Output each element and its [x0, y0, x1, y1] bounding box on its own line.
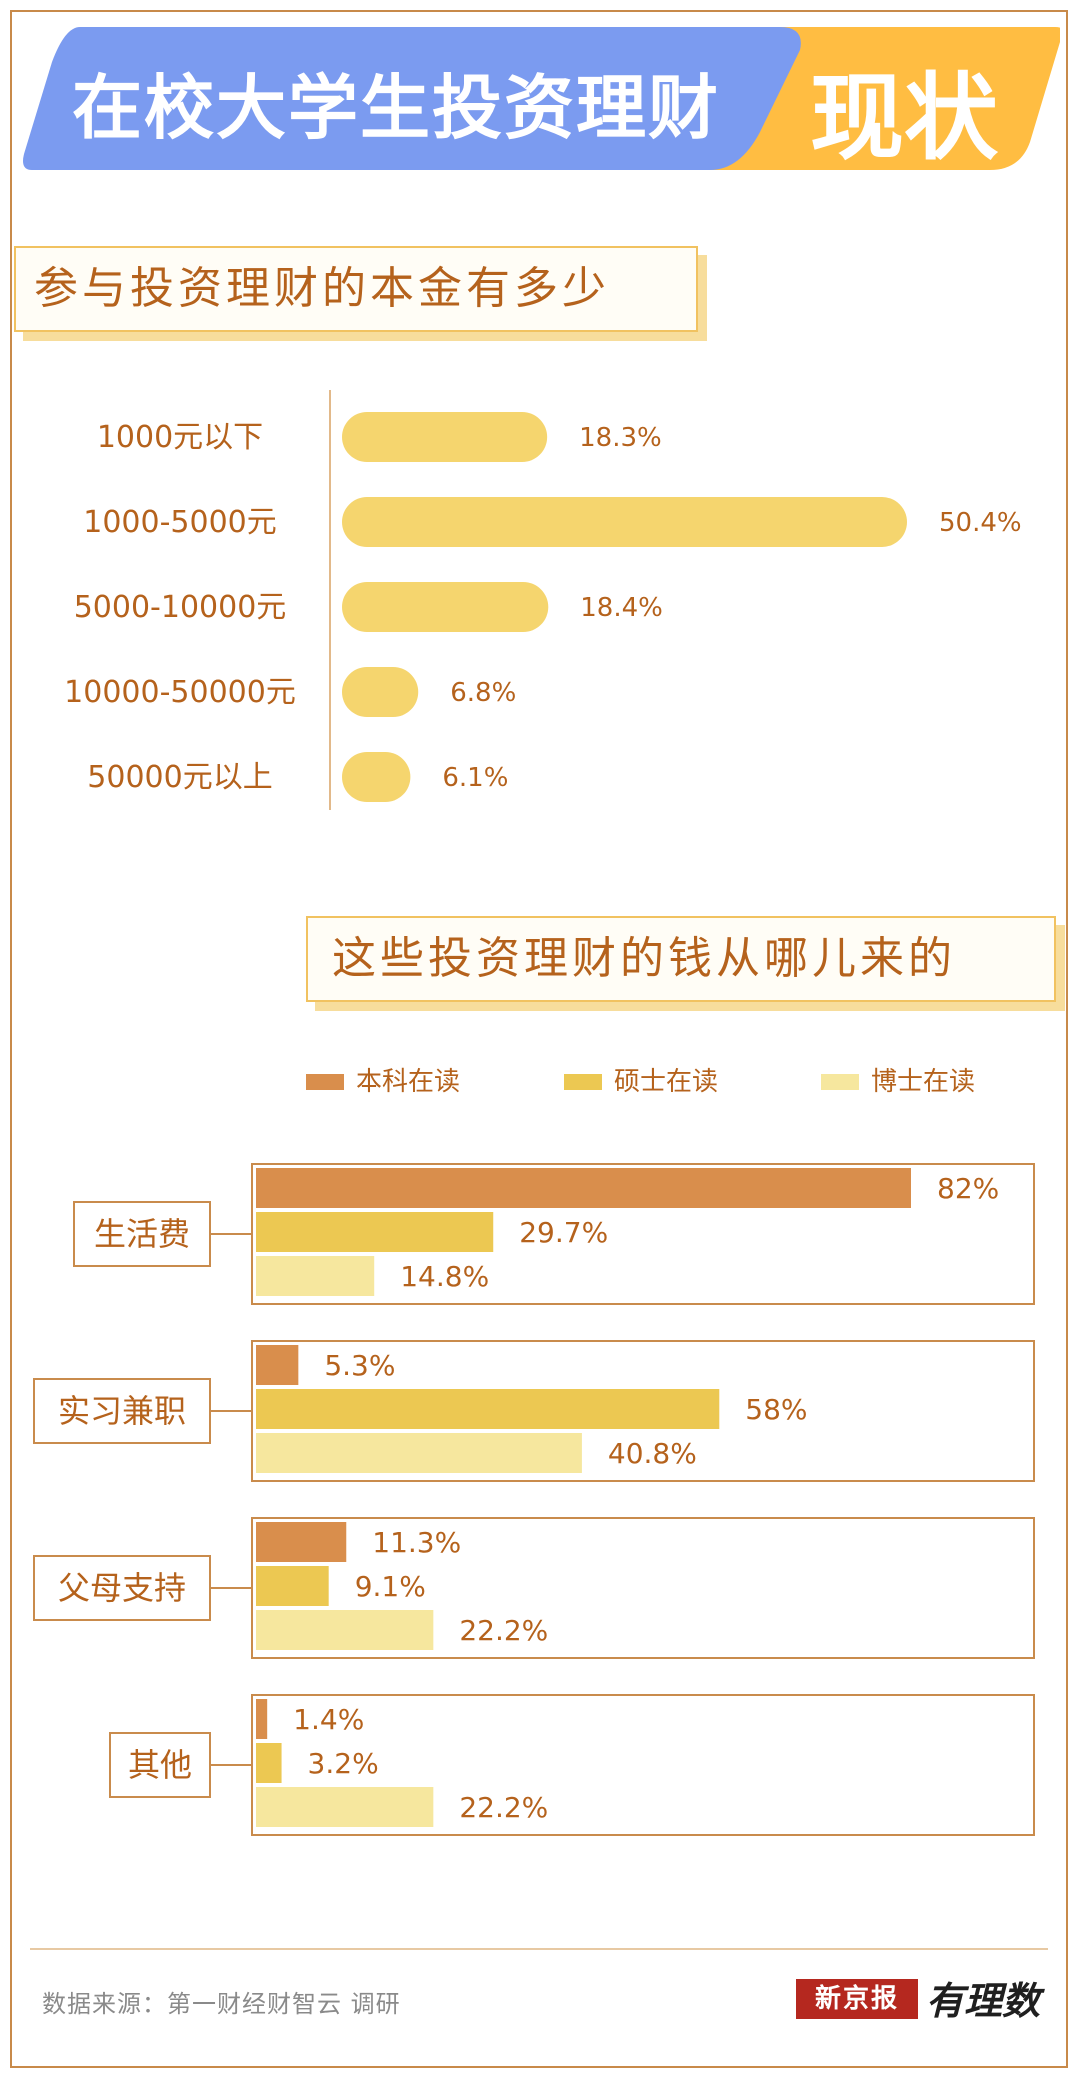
bar — [256, 1787, 434, 1827]
bar — [342, 497, 907, 547]
value-label: 9.1% — [355, 1570, 426, 1603]
legend-swatch — [821, 1074, 859, 1090]
legend-label: 博士在读 — [871, 1067, 975, 1097]
value-label: 50.4% — [939, 508, 1022, 538]
page-title: 在校大学生投资理财 — [72, 67, 720, 149]
brand-logo: 有理数 — [926, 1978, 1041, 2023]
value-label: 6.1% — [442, 763, 508, 793]
value-label: 18.4% — [580, 593, 663, 623]
principal-bar-chart: 1000元以下 18.3% 1000-5000元 50.4% 5000-10000元 18… — [64, 390, 1022, 810]
legend-label: 本科在读 — [356, 1067, 460, 1097]
chart1-title: 参与投资理财的本金有多少 — [14, 246, 698, 332]
legend-swatch — [564, 1074, 602, 1090]
bar — [256, 1522, 347, 1562]
bar — [256, 1389, 720, 1429]
value-label: 5.3% — [324, 1349, 395, 1382]
bar — [342, 582, 549, 632]
bar — [256, 1699, 268, 1739]
category-label: 实习兼职 — [58, 1392, 186, 1430]
category-label: 1000元以下 — [97, 420, 263, 455]
value-label: 1.4% — [293, 1703, 364, 1736]
chart2-title: 这些投资理财的钱从哪儿来的 — [306, 916, 1056, 1002]
data-source: 数据来源：第一财经财智云 调研 — [42, 1990, 401, 2018]
publisher-logo: 新京报 — [796, 1979, 918, 2019]
category-label: 生活费 — [94, 1215, 190, 1253]
bar — [256, 1743, 282, 1783]
category-label: 5000-10000元 — [74, 590, 287, 625]
legend-swatch — [306, 1074, 344, 1090]
category-box — [73, 1201, 211, 1267]
category-label: 50000元以上 — [87, 760, 272, 795]
page-frame — [10, 10, 1068, 2068]
value-label: 11.3% — [372, 1526, 461, 1559]
value-label: 82% — [937, 1172, 999, 1205]
bar — [256, 1610, 434, 1650]
bar — [256, 1212, 494, 1252]
value-label: 58% — [745, 1393, 807, 1426]
value-label: 29.7% — [519, 1216, 608, 1249]
title-banner-shape — [23, 27, 1060, 170]
title-banner: 在校大学生投资理财 现状 — [20, 22, 1060, 173]
category-label: 其他 — [128, 1746, 192, 1784]
legend-label: 硕士在读 — [614, 1067, 718, 1097]
value-label: 6.8% — [450, 678, 516, 708]
footer-divider — [30, 1948, 1048, 1950]
category-box — [109, 1732, 211, 1798]
bar — [256, 1566, 329, 1606]
value-label: 3.2% — [308, 1747, 379, 1780]
bar — [256, 1256, 375, 1296]
value-label: 22.2% — [459, 1614, 548, 1647]
bar — [342, 667, 419, 717]
value-label: 40.8% — [608, 1437, 697, 1470]
category-label: 1000-5000元 — [83, 505, 277, 540]
bar — [256, 1433, 582, 1473]
bar — [256, 1345, 299, 1385]
category-box — [33, 1378, 211, 1444]
page-title-accent: 现状 — [810, 64, 999, 173]
value-label: 18.3% — [579, 423, 662, 453]
banner-blue-shape — [23, 27, 801, 170]
value-label: 14.8% — [400, 1260, 489, 1293]
value-label: 22.2% — [459, 1791, 548, 1824]
category-box — [33, 1555, 211, 1621]
category-label: 父母支持 — [58, 1569, 186, 1607]
category-label: 10000-50000元 — [64, 675, 296, 710]
bar — [342, 752, 411, 802]
bar — [342, 412, 548, 462]
bar — [256, 1168, 911, 1208]
